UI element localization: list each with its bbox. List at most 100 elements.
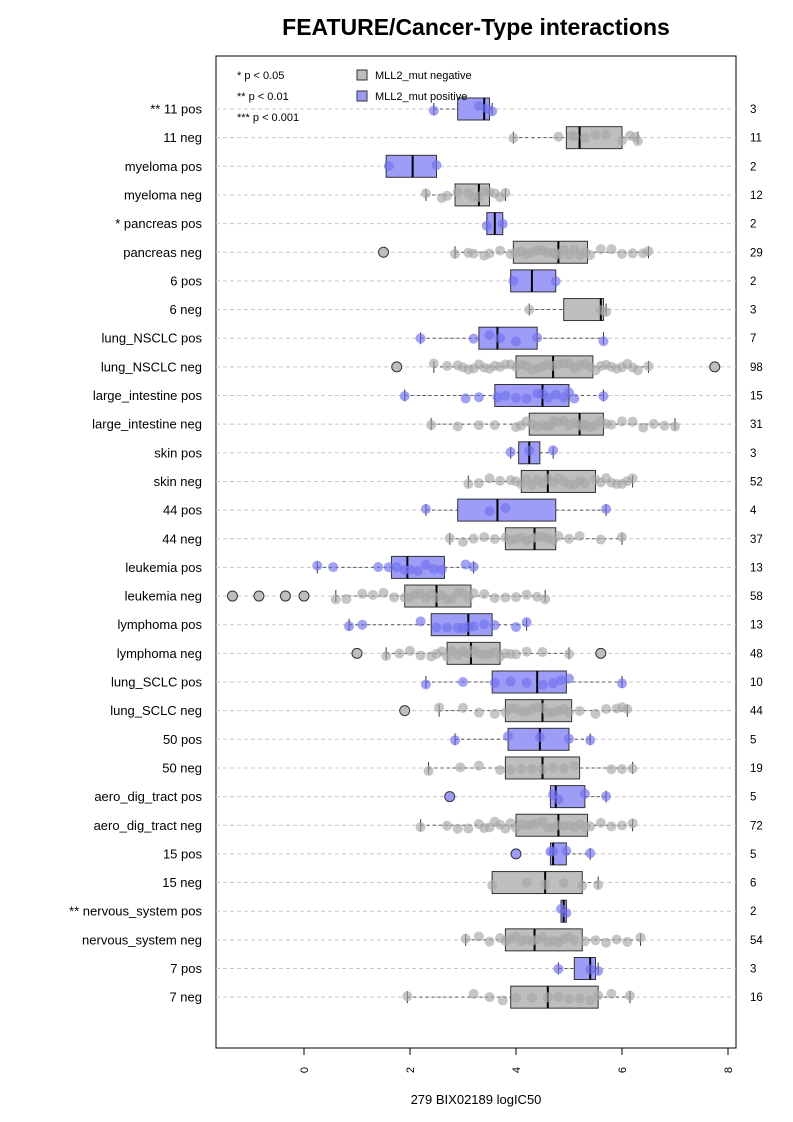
outlier-point [253,590,265,602]
data-point [442,360,453,371]
row-label: large_intestine pos [93,388,203,403]
data-point [402,991,413,1002]
data-point [590,129,601,140]
data-point [455,762,466,773]
data-point [431,160,442,171]
data-point [548,678,559,689]
data-point [484,473,495,484]
data-point [367,589,378,600]
data-point [511,392,521,403]
data-point [420,679,431,690]
data-point [579,132,590,143]
data-point [540,594,551,605]
data-point [624,990,635,1001]
row-7 [216,298,736,322]
data-point [593,879,604,890]
data-point [489,708,500,719]
data-point [532,332,543,343]
data-point [627,818,638,829]
data-point [481,220,492,231]
row-12 [216,441,736,465]
data-point [521,877,532,888]
row-0 [216,97,736,121]
data-point [415,333,426,344]
data-point [473,707,484,718]
data-point [593,965,604,976]
data-point [420,188,431,199]
data-point [505,447,516,458]
box [491,871,583,895]
outlier-point [298,590,310,602]
data-point [617,764,627,775]
row-22 [216,727,736,751]
data-point [553,131,564,142]
row-3 [216,183,736,207]
data-point [617,416,627,427]
data-point [468,621,479,632]
row-label: 7 neg [169,990,202,1005]
data-point [574,531,585,542]
data-point [468,248,479,259]
outlier-point [510,848,522,860]
data-point [473,392,484,403]
significance-legend-item: ** p < 0.01 [237,91,289,103]
row-31 [216,985,736,1009]
row-label: 11 neg [163,130,202,145]
data-point [532,591,543,602]
data-point [473,101,484,112]
row-1 [216,126,736,150]
data-point [585,848,596,859]
x-axis-label: 279 BIX02189 logIC50 [410,1092,542,1107]
row-count: 98 [750,362,763,374]
data-point [405,564,415,575]
data-point [484,506,495,517]
data-point [378,587,389,598]
data-point [468,533,479,544]
data-point [431,622,442,633]
data-point [516,763,527,774]
data-point [500,390,511,401]
row-count: 2 [750,906,756,918]
data-point [561,908,572,919]
data-point [428,563,439,574]
row-16 [216,555,736,579]
row-count: 52 [750,476,763,488]
row-count: 10 [750,677,763,689]
data-point [534,732,545,743]
data-point [415,822,426,833]
data-point [468,988,479,999]
data-point [601,504,612,515]
data-point [601,306,612,317]
data-point [556,675,567,686]
data-point [524,304,535,315]
data-point [381,650,392,661]
legend-swatch [356,90,368,102]
row-count: 5 [750,792,756,804]
data-point [558,877,569,888]
data-point [550,276,561,287]
row-count: 3 [750,448,756,460]
data-point [357,619,368,630]
row-10 [216,384,736,407]
data-point [328,562,339,573]
row-label: 44 pos [163,503,203,518]
data-point [521,677,532,688]
row-label: 15 pos [163,846,203,861]
data-point [521,617,532,628]
data-point [545,420,556,431]
row-count: 58 [750,591,763,603]
data-point [468,333,479,344]
data-point [521,589,532,600]
outlier-point [279,590,291,602]
data-point [500,503,511,514]
data-point [463,478,474,489]
row-count: 3 [750,104,756,116]
data-point [553,991,564,1002]
data-point [505,676,516,687]
data-point [574,705,585,716]
data-point [373,561,384,572]
data-point [497,218,508,229]
data-point [460,559,471,570]
outlier-point [709,361,721,373]
outlier-point [378,246,389,258]
